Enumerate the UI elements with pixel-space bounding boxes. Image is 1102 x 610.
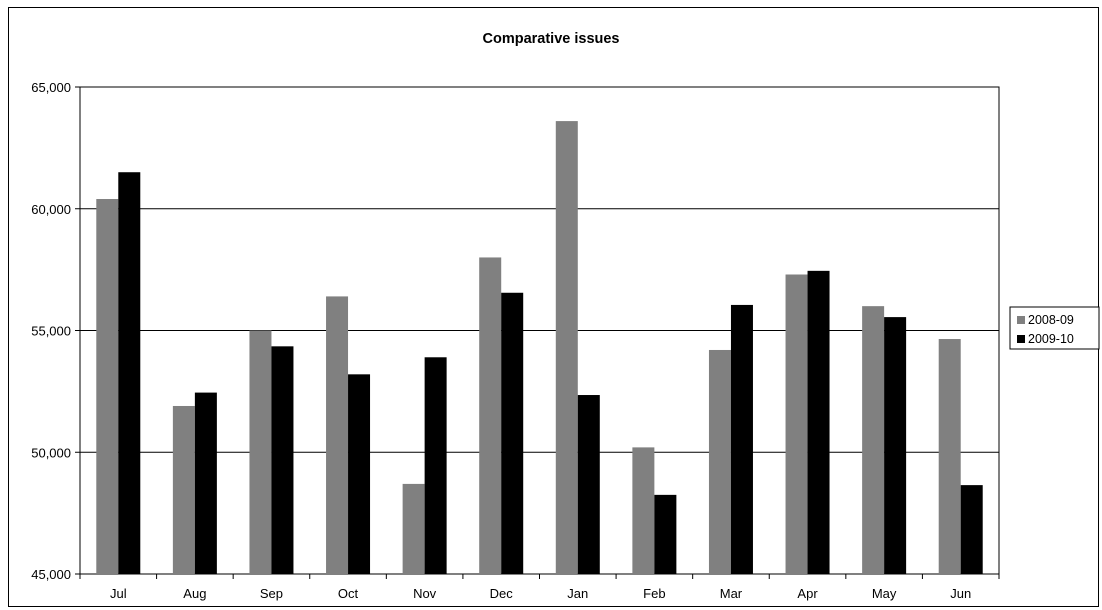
bar-2008-09-nov xyxy=(402,483,425,574)
bar-2008-09-may xyxy=(862,306,885,574)
x-tick-label: Nov xyxy=(413,586,437,601)
x-tick-label: Mar xyxy=(720,586,743,601)
bar-2009-10-aug xyxy=(194,392,217,574)
y-tick-label: 45,000 xyxy=(31,567,71,582)
x-axis: Jul Aug Sep Oct Nov Dec Jan Feb Mar Apr May Jun xyxy=(79,574,1000,601)
y-axis: 45,000 50,000 55,000 60,000 65,000 xyxy=(31,80,80,582)
bar-2008-09-dec xyxy=(479,257,502,574)
legend: 2008-09 2009-10 xyxy=(1009,306,1100,350)
bar-2008-09-oct xyxy=(326,296,349,574)
bar-2009-10-feb xyxy=(654,494,677,574)
x-tick-label: Oct xyxy=(338,586,359,601)
bar-2008-09-feb xyxy=(632,447,655,574)
x-tick-label: May xyxy=(872,586,897,601)
bar-2008-09-jun xyxy=(938,339,961,574)
bar-2009-10-jul xyxy=(118,172,141,574)
bar-2008-09-jul xyxy=(96,199,119,574)
y-tick-label: 65,000 xyxy=(31,80,71,95)
x-tick-label: Aug xyxy=(183,586,206,601)
bars xyxy=(96,121,983,574)
bar-2009-10-mar xyxy=(730,304,753,574)
x-tick-label: Feb xyxy=(643,586,665,601)
x-tick-label: Dec xyxy=(490,586,514,601)
x-tick-label: Jun xyxy=(950,586,971,601)
chart-title: Comparative issues xyxy=(482,31,619,47)
bar-2009-10-dec xyxy=(501,292,524,574)
bar-2009-10-may xyxy=(884,317,907,574)
gridlines xyxy=(80,208,999,453)
legend-label-2008-09: 2008-09 xyxy=(1028,313,1074,327)
bar-2009-10-apr xyxy=(807,270,830,574)
bar-2009-10-nov xyxy=(424,357,447,574)
bar-2009-10-jun xyxy=(960,485,983,574)
x-tick-label: Apr xyxy=(797,586,818,601)
y-tick-label: 55,000 xyxy=(31,324,71,339)
bar-2009-10-sep xyxy=(271,346,294,574)
x-tick-label: Jan xyxy=(567,586,588,601)
bar-2008-09-aug xyxy=(172,405,195,574)
y-tick-label: 60,000 xyxy=(31,202,71,217)
legend-swatch-2008-09 xyxy=(1017,316,1025,324)
legend-swatch-2009-10 xyxy=(1017,335,1025,343)
x-tick-label: Jul xyxy=(110,586,127,601)
x-tick-label: Sep xyxy=(260,586,283,601)
bar-2008-09-mar xyxy=(708,349,731,574)
y-tick-label: 50,000 xyxy=(31,445,71,460)
bar-2009-10-jan xyxy=(577,395,600,574)
bar-2009-10-oct xyxy=(348,374,371,574)
legend-label-2009-10: 2009-10 xyxy=(1028,332,1074,346)
bar-2008-09-sep xyxy=(249,330,272,574)
bar-2008-09-jan xyxy=(555,121,578,574)
bar-2008-09-apr xyxy=(785,274,808,574)
